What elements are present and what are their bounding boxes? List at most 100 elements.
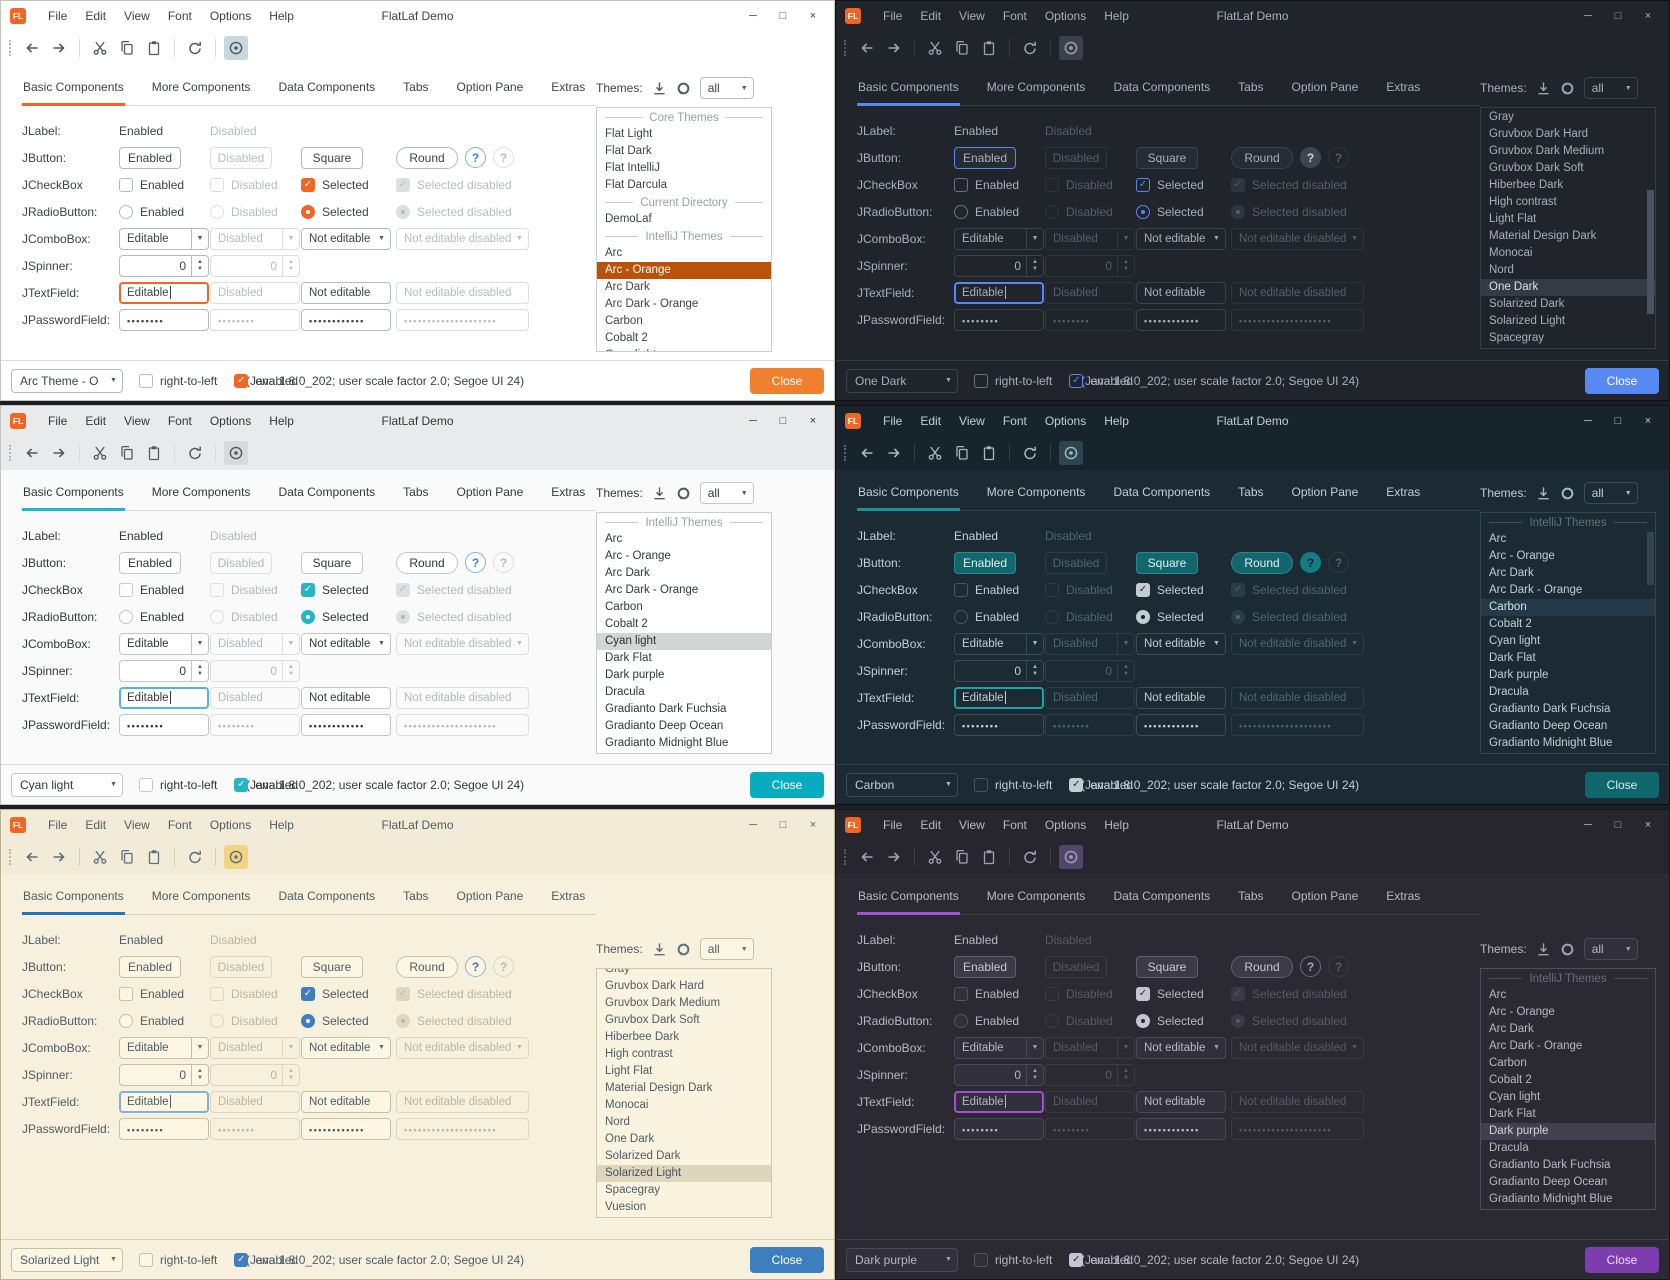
help-button[interactable]: ? (465, 956, 486, 977)
menu-font[interactable]: Font (167, 414, 192, 428)
minimize-button[interactable]: ─ (1584, 819, 1592, 831)
checkbox-selected[interactable]: ✓ Selected (301, 582, 396, 597)
theme-item-arc-orange[interactable]: Arc - Orange (597, 262, 771, 279)
combobox-editable[interactable]: Editable ▼ (119, 227, 209, 250)
theme-item-flat-intellij[interactable]: Flat IntelliJ (605, 162, 660, 174)
theme-item-carbon[interactable]: Carbon (605, 315, 643, 327)
close-button[interactable]: Close (750, 1246, 824, 1273)
enabled-checkbox[interactable]: ✓ enabled (1069, 1252, 1133, 1267)
theme-item-cobalt-2[interactable]: Cobalt 2 (1489, 618, 1532, 630)
menu-view[interactable]: View (959, 818, 985, 832)
tab-more-components[interactable]: More Components (986, 485, 1086, 499)
download-icon[interactable] (1536, 942, 1551, 957)
menu-file[interactable]: File (48, 414, 68, 428)
maximize-button[interactable]: □ (1614, 819, 1622, 831)
tab-extras[interactable]: Extras (551, 485, 586, 499)
radio-enabled[interactable]: Enabled (954, 204, 1045, 219)
theme-item-cobalt-2[interactable]: Cobalt 2 (605, 618, 648, 630)
refresh-icon[interactable] (1018, 845, 1042, 869)
tab-extras[interactable]: Extras (1386, 80, 1421, 94)
menu-view[interactable]: View (124, 818, 150, 832)
eye-icon[interactable] (224, 36, 248, 60)
menu-options[interactable]: Options (209, 9, 252, 23)
menu-help[interactable]: Help (269, 414, 294, 428)
maximize-button[interactable]: □ (1614, 415, 1622, 427)
theme-item-spacegray[interactable]: Spacegray (1489, 332, 1544, 344)
combobox-editable[interactable]: Editable ▼ (119, 632, 209, 655)
refresh-icon[interactable] (183, 845, 207, 869)
theme-item-dracula[interactable]: Dracula (1489, 1142, 1529, 1154)
maximize-button[interactable]: □ (779, 415, 787, 427)
theme-item-cyan-light[interactable]: Cyan light (1489, 1091, 1541, 1103)
tab-option-pane[interactable]: Option Pane (456, 889, 524, 903)
theme-item-arc-dark-orange[interactable]: Arc Dark - Orange (1489, 1040, 1583, 1052)
combobox-not-editable[interactable]: Not editable ▼ (1136, 632, 1226, 655)
window-close-button[interactable]: × (1644, 415, 1652, 427)
close-button[interactable]: Close (750, 771, 824, 798)
theme-item-one-dark[interactable]: One Dark (605, 1133, 655, 1145)
menu-file[interactable]: File (883, 9, 903, 23)
button-round[interactable]: Round (1231, 146, 1293, 169)
spinner-arrows-icon[interactable]: ▲ ▼ (1026, 1064, 1043, 1085)
radio-enabled[interactable]: Enabled (119, 1013, 210, 1028)
refresh-icon[interactable] (1018, 36, 1042, 60)
combobox-not-editable[interactable]: Not editable ▼ (301, 1036, 391, 1059)
theme-item-gruvbox-dark-soft[interactable]: Gruvbox Dark Soft (605, 1014, 700, 1026)
copy-icon[interactable] (950, 36, 974, 60)
window-close-button[interactable]: × (1644, 819, 1652, 831)
combobox-editable[interactable]: Editable ▼ (954, 227, 1044, 250)
spinner-arrows-icon[interactable]: ▲ ▼ (191, 660, 208, 681)
passwordfield-8[interactable]: •••••••• (119, 1117, 209, 1140)
forward-icon[interactable] (882, 441, 906, 465)
scrollbar-thumb[interactable] (1647, 532, 1654, 585)
tab-option-pane[interactable]: Option Pane (456, 485, 524, 499)
refresh-icon[interactable] (183, 441, 207, 465)
theme-item-dark-purple[interactable]: Dark purple (1481, 1123, 1655, 1140)
toolbar-grip[interactable] (844, 849, 847, 865)
tab-option-pane[interactable]: Option Pane (1291, 485, 1359, 499)
copy-icon[interactable] (115, 441, 139, 465)
cut-icon[interactable] (923, 845, 947, 869)
spinner[interactable]: 0 ▲ ▼ (954, 254, 1044, 277)
checkbox-enabled[interactable]: Enabled (954, 177, 1045, 192)
radio-enabled[interactable]: Enabled (954, 609, 1045, 624)
combobox-editable[interactable]: Editable ▼ (119, 1036, 209, 1059)
help-button[interactable]: ? (465, 552, 486, 573)
minimize-button[interactable]: ─ (749, 415, 757, 427)
menu-options[interactable]: Options (1044, 818, 1087, 832)
enabled-checkbox[interactable]: ✓ enabled (234, 373, 298, 388)
theme-item-flat-light[interactable]: Flat Light (605, 128, 653, 140)
theme-item-material-design-dark[interactable]: Material Design Dark (1489, 230, 1597, 242)
scrollbar-thumb[interactable] (1647, 189, 1654, 315)
menu-file[interactable]: File (48, 818, 68, 832)
radio-enabled[interactable]: Enabled (119, 204, 210, 219)
copy-icon[interactable] (950, 441, 974, 465)
github-icon[interactable] (676, 81, 691, 96)
back-icon[interactable] (20, 441, 44, 465)
theme-item-gradianto-deep-ocean[interactable]: Gradianto Deep Ocean (605, 720, 724, 732)
button-square[interactable]: Square (1136, 955, 1198, 978)
theme-item-light-flat[interactable]: Light Flat (1489, 213, 1537, 225)
back-icon[interactable] (20, 845, 44, 869)
copy-icon[interactable] (950, 845, 974, 869)
theme-filter-select[interactable]: all ▼ (699, 938, 754, 960)
menu-file[interactable]: File (883, 818, 903, 832)
spinner[interactable]: 0 ▲ ▼ (119, 254, 209, 277)
close-button[interactable]: Close (1585, 1246, 1659, 1273)
checkbox-selected[interactable]: ✓ Selected (301, 177, 396, 192)
github-icon[interactable] (676, 486, 691, 501)
theme-item-dark-flat[interactable]: Dark Flat (1489, 652, 1536, 664)
back-icon[interactable] (855, 845, 879, 869)
theme-item-demolaf[interactable]: DemoLaf (605, 213, 652, 225)
theme-item-gruvbox-dark-soft[interactable]: Gruvbox Dark Soft (1489, 162, 1584, 174)
tab-data-components[interactable]: Data Components (278, 80, 376, 94)
paste-icon[interactable] (142, 36, 166, 60)
passwordfield-12[interactable]: •••••••••••• (1136, 713, 1226, 736)
textfield-not-editable[interactable]: Not editable (301, 1090, 391, 1113)
menu-view[interactable]: View (959, 9, 985, 23)
passwordfield-8[interactable]: •••••••• (954, 713, 1044, 736)
menu-edit[interactable]: Edit (920, 9, 942, 23)
theme-item-gruvbox-dark-hard[interactable]: Gruvbox Dark Hard (1489, 128, 1589, 140)
tab-more-components[interactable]: More Components (986, 80, 1086, 94)
paste-icon[interactable] (142, 845, 166, 869)
